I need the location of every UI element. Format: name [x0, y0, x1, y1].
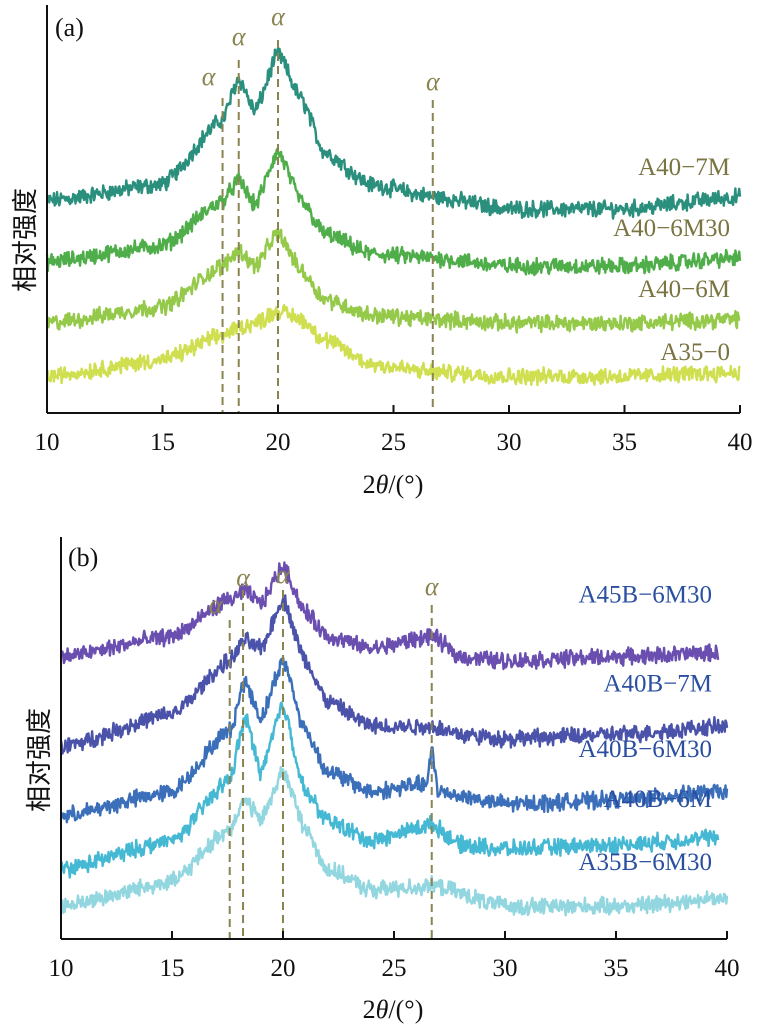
- x-tick-label: 35: [604, 955, 629, 982]
- x-tick-label: 40: [728, 429, 753, 456]
- series-line-a35-0: [46, 303, 741, 387]
- series-label: A40B−6M: [603, 786, 712, 813]
- series-line-a45b-6m30: [59, 561, 720, 671]
- series-line-a40b-7m: [59, 594, 729, 755]
- series-line-a40-7m: [45, 46, 742, 220]
- alpha-marker-label: α: [426, 67, 441, 96]
- x-axis-title-b: 2θ/(°): [363, 995, 424, 1024]
- series-label: A40B−7M: [603, 670, 712, 697]
- y-axis-title-b: 相对强度: [25, 708, 55, 812]
- x-tick-label: 30: [493, 955, 518, 982]
- series-label: A40B−6M30: [578, 736, 712, 763]
- x-axis-title-a: 2θ/(°): [363, 470, 424, 499]
- y-axis-title-a: 相对强度: [11, 188, 41, 292]
- x-tick-label: 25: [382, 955, 407, 982]
- x-tick-label: 10: [35, 429, 60, 456]
- series-line-a40-6m30: [45, 147, 742, 277]
- alpha-marker-label: α: [276, 560, 291, 589]
- alpha-marker-label: α: [425, 572, 440, 601]
- x-tick-label: 15: [160, 955, 185, 982]
- panel-b: αα α α 10 15 20 25 30 35 40 (b) 相对强度 2θ/(°) A45B…: [25, 537, 740, 1024]
- alpha-marker-label: α: [232, 22, 247, 51]
- panel-label-b: (b): [68, 543, 98, 572]
- series-line-a40b-6m30: [59, 655, 729, 824]
- alpha-marker-label: α: [209, 590, 224, 619]
- x-tick-label: 20: [271, 955, 296, 982]
- series-label: A40−7M: [638, 154, 730, 181]
- x-tick-label: 10: [49, 955, 74, 982]
- series-label: A35−0: [660, 339, 730, 366]
- series-line-a40b-6m: [59, 701, 720, 879]
- alpha-marker-label: α: [236, 563, 251, 592]
- x-tick-label: 25: [381, 429, 406, 456]
- alpha-marker-label: α: [271, 2, 286, 31]
- series-line-a40-6m: [45, 227, 741, 334]
- x-tick-label: 30: [497, 429, 522, 456]
- x-tick-label: 20: [266, 429, 291, 456]
- panel-label-a: (a): [55, 13, 84, 42]
- x-tick-label: 40: [715, 955, 740, 982]
- series-line-a35b-6m30: [59, 765, 729, 917]
- x-tick-label: 15: [150, 429, 175, 456]
- alpha-marker-label: α: [202, 62, 217, 91]
- series-label: A45B−6M30: [578, 582, 712, 609]
- series-label: A40−6M30: [613, 215, 730, 242]
- series-label: A40−6M: [638, 276, 730, 303]
- x-tick-label: 35: [612, 429, 637, 456]
- series-label: A35B−6M30: [578, 849, 712, 876]
